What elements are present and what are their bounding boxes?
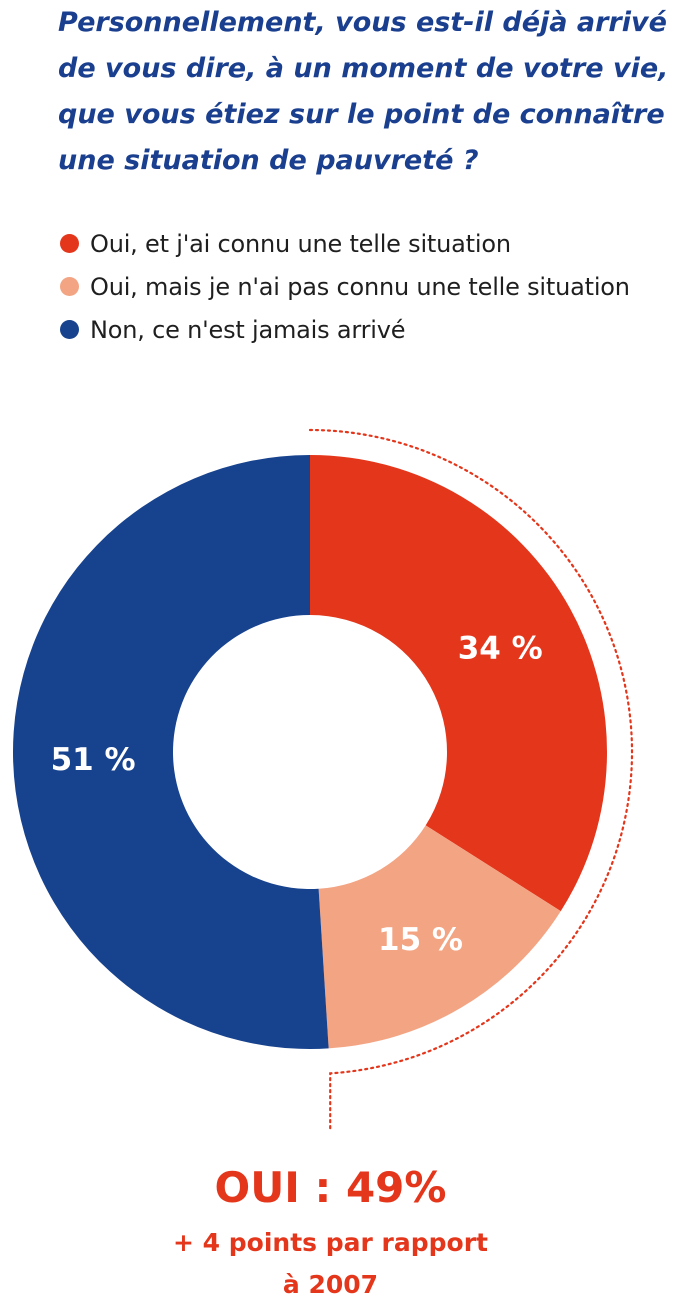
slice-label-non: 51 % — [51, 742, 136, 778]
oui-change-note: + 4 points par rapport à 2007 — [0, 1222, 661, 1306]
oui-bracket-dotted-arc — [308, 428, 634, 1133]
donut-slices — [12, 455, 607, 1049]
legend-label-oui-pas-connu: Oui, mais je n'ai pas connu une telle si… — [90, 272, 630, 301]
oui-change-line1: + 4 points par rapport — [173, 1228, 488, 1257]
legend-dot-oui-pas-connu — [60, 277, 79, 296]
slice-labels: 34 % 15 % 51 % — [51, 631, 543, 958]
chart-title: Personnellement, vous est-il déjà arrivé… — [58, 7, 669, 176]
chart-legend: Oui, et j'ai connu une telle situation O… — [60, 222, 630, 351]
legend-dot-non — [60, 320, 79, 339]
slice-label-oui-pas-connu: 15 % — [378, 922, 463, 958]
legend-label-non: Non, ce n'est jamais arrivé — [90, 315, 406, 344]
legend-item-oui-connu: Oui, et j'ai connu une telle situation — [60, 222, 630, 265]
slice-label-oui-connu: 34 % — [458, 631, 543, 667]
donut-slice-oui-pas-connu — [318, 825, 561, 1049]
legend-label-oui-connu: Oui, et j'ai connu une telle situation — [90, 229, 511, 258]
donut-slice-oui-connu — [310, 455, 607, 912]
legend-item-oui-pas-connu: Oui, mais je n'ai pas connu une telle si… — [60, 265, 630, 308]
donut-slice-non — [12, 455, 329, 1049]
legend-item-non: Non, ce n'est jamais arrivé — [60, 308, 630, 351]
legend-dot-oui-connu — [60, 234, 79, 253]
oui-total: OUI : 49% — [214, 1163, 447, 1212]
oui-change-line2: à 2007 — [282, 1270, 379, 1299]
